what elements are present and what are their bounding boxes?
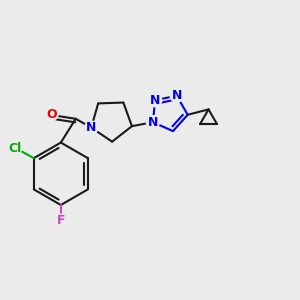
Circle shape bbox=[85, 121, 98, 134]
Text: O: O bbox=[46, 107, 57, 121]
Text: N: N bbox=[86, 121, 96, 134]
Text: F: F bbox=[57, 214, 65, 227]
Circle shape bbox=[146, 116, 159, 129]
Circle shape bbox=[8, 142, 22, 155]
Text: Cl: Cl bbox=[8, 142, 22, 155]
Text: N: N bbox=[148, 116, 158, 129]
Text: N: N bbox=[150, 94, 160, 107]
Circle shape bbox=[148, 94, 162, 107]
Text: N: N bbox=[172, 89, 182, 102]
Circle shape bbox=[54, 214, 68, 227]
Circle shape bbox=[170, 89, 183, 102]
Circle shape bbox=[45, 107, 58, 121]
